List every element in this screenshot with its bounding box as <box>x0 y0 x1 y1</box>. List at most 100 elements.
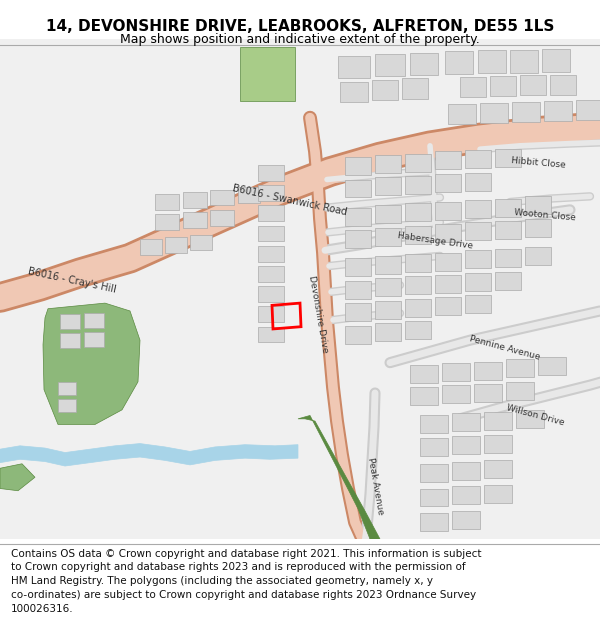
Polygon shape <box>258 246 284 261</box>
Polygon shape <box>0 464 35 491</box>
Polygon shape <box>375 206 401 223</box>
Text: Willson Drive: Willson Drive <box>505 403 565 428</box>
Polygon shape <box>345 326 371 344</box>
Polygon shape <box>375 278 401 296</box>
Polygon shape <box>183 212 207 228</box>
Polygon shape <box>402 78 428 99</box>
Text: 14, DEVONSHIRE DRIVE, LEABROOKS, ALFRETON, DE55 1LS: 14, DEVONSHIRE DRIVE, LEABROOKS, ALFRETO… <box>46 19 554 34</box>
Polygon shape <box>405 276 431 294</box>
Polygon shape <box>420 416 448 434</box>
Polygon shape <box>258 286 284 302</box>
Polygon shape <box>484 485 512 503</box>
Polygon shape <box>140 239 162 255</box>
Polygon shape <box>435 202 461 220</box>
Polygon shape <box>375 177 401 195</box>
Polygon shape <box>375 54 405 76</box>
Polygon shape <box>516 410 544 428</box>
Polygon shape <box>435 298 461 316</box>
Polygon shape <box>410 388 438 406</box>
Polygon shape <box>480 103 508 123</box>
Text: Peak Avenue: Peak Avenue <box>365 457 385 516</box>
Polygon shape <box>452 511 480 529</box>
Polygon shape <box>375 323 401 341</box>
Polygon shape <box>465 295 491 313</box>
Polygon shape <box>420 489 448 506</box>
Polygon shape <box>495 249 521 267</box>
Polygon shape <box>442 362 470 381</box>
Polygon shape <box>495 199 521 217</box>
Polygon shape <box>452 461 480 479</box>
Polygon shape <box>84 313 104 328</box>
Polygon shape <box>405 176 431 194</box>
Polygon shape <box>340 82 368 102</box>
Polygon shape <box>405 226 431 244</box>
Polygon shape <box>465 272 491 291</box>
Polygon shape <box>405 321 431 339</box>
Polygon shape <box>190 234 212 250</box>
Polygon shape <box>525 196 551 214</box>
Polygon shape <box>405 299 431 317</box>
Polygon shape <box>478 50 506 72</box>
Polygon shape <box>345 179 371 198</box>
Polygon shape <box>465 200 491 217</box>
Polygon shape <box>405 254 431 272</box>
Polygon shape <box>258 327 284 342</box>
Text: B6016 - Swanwick Road: B6016 - Swanwick Road <box>232 182 348 217</box>
Polygon shape <box>452 413 480 431</box>
Text: 100026316.: 100026316. <box>11 604 73 614</box>
Polygon shape <box>512 102 540 122</box>
Polygon shape <box>506 382 534 400</box>
Polygon shape <box>210 210 234 226</box>
Polygon shape <box>375 155 401 172</box>
Polygon shape <box>525 219 551 237</box>
Polygon shape <box>84 332 104 347</box>
Polygon shape <box>506 359 534 378</box>
Polygon shape <box>165 237 187 252</box>
Polygon shape <box>338 56 370 78</box>
Polygon shape <box>495 221 521 239</box>
Polygon shape <box>345 157 371 175</box>
Polygon shape <box>495 272 521 289</box>
Text: HM Land Registry. The polygons (including the associated geometry, namely x, y: HM Land Registry. The polygons (includin… <box>11 576 433 586</box>
Polygon shape <box>345 303 371 321</box>
Polygon shape <box>465 250 491 268</box>
Text: Contains OS data © Crown copyright and database right 2021. This information is : Contains OS data © Crown copyright and d… <box>11 549 481 559</box>
Polygon shape <box>410 52 438 75</box>
Polygon shape <box>258 306 284 322</box>
Polygon shape <box>58 399 76 412</box>
Polygon shape <box>155 194 179 210</box>
Polygon shape <box>238 188 260 203</box>
Polygon shape <box>465 150 491 168</box>
Polygon shape <box>538 357 566 375</box>
Polygon shape <box>375 228 401 246</box>
Polygon shape <box>345 230 371 248</box>
Polygon shape <box>474 384 502 402</box>
Polygon shape <box>550 75 576 95</box>
Polygon shape <box>495 149 521 167</box>
Text: Habersage Drive: Habersage Drive <box>397 232 473 251</box>
Polygon shape <box>465 173 491 191</box>
Text: Devonshire Drive: Devonshire Drive <box>307 275 329 354</box>
Text: Pennine Avenue: Pennine Avenue <box>469 334 541 362</box>
Polygon shape <box>420 438 448 456</box>
Text: co-ordinates) are subject to Crown copyright and database rights 2023 Ordnance S: co-ordinates) are subject to Crown copyr… <box>11 590 476 600</box>
Text: Hibbit Close: Hibbit Close <box>511 156 566 169</box>
Polygon shape <box>452 486 480 504</box>
Polygon shape <box>510 50 538 72</box>
Polygon shape <box>345 281 371 299</box>
Polygon shape <box>58 382 76 395</box>
Polygon shape <box>452 436 480 454</box>
Text: B6016 - Cray's Hill: B6016 - Cray's Hill <box>27 266 117 295</box>
Polygon shape <box>435 253 461 271</box>
Polygon shape <box>576 100 600 120</box>
Polygon shape <box>420 513 448 531</box>
Polygon shape <box>435 224 461 243</box>
Polygon shape <box>484 412 512 430</box>
Polygon shape <box>345 208 371 226</box>
Polygon shape <box>445 51 473 74</box>
Polygon shape <box>435 151 461 169</box>
Polygon shape <box>258 185 284 201</box>
Polygon shape <box>372 79 398 100</box>
Polygon shape <box>258 266 284 282</box>
Polygon shape <box>0 444 298 466</box>
